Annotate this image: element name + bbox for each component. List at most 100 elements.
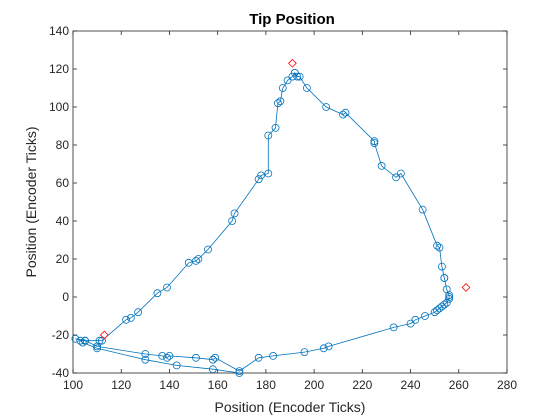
- y-tick-label: -40: [52, 366, 70, 380]
- data-point: [278, 84, 287, 92]
- data-point: [141, 350, 150, 358]
- axis-ticks: 100 120 140 160 180 200 220 240 260 280 -40 -20 0 20 4…: [49, 24, 517, 392]
- data-point: [290, 68, 299, 77]
- data-point: [442, 298, 451, 307]
- data-point: [230, 209, 239, 218]
- data-point: [322, 103, 331, 111]
- chart-title: Tip Position: [249, 11, 335, 28]
- x-tick-label: 160: [208, 378, 228, 392]
- data-point: [271, 124, 280, 132]
- data-point: [93, 342, 102, 351]
- target-point: [99, 330, 109, 340]
- data-point: [406, 319, 415, 328]
- data-point: [228, 217, 237, 225]
- x-tick-label: 200: [304, 378, 324, 392]
- data-point: [208, 365, 217, 374]
- data-point: [377, 161, 386, 170]
- y-tick-label: 40: [56, 214, 70, 228]
- x-tick-label: 180: [256, 378, 276, 392]
- y-tick-label: 140: [49, 24, 69, 38]
- data-point: [76, 336, 85, 345]
- data-point: [254, 353, 263, 362]
- data-point: [264, 131, 273, 140]
- data-point: [430, 308, 439, 317]
- data-point: [433, 306, 441, 315]
- data-point: [445, 291, 454, 300]
- data-point: [235, 367, 244, 376]
- plot-layer: [71, 58, 471, 377]
- data-point: [126, 313, 135, 322]
- x-tick-label: 100: [63, 378, 83, 392]
- data-point: [163, 353, 171, 362]
- data-point: [397, 169, 405, 178]
- data-point: [295, 72, 304, 81]
- data-point: [437, 302, 446, 311]
- x-tick-label: 120: [111, 378, 131, 392]
- data-point: [435, 243, 444, 252]
- data-point: [302, 84, 311, 92]
- data-point: [324, 342, 333, 351]
- x-tick-label: 140: [159, 378, 179, 392]
- x-tick-label: 280: [497, 378, 517, 392]
- data-point: [93, 344, 102, 353]
- data-point: [153, 289, 162, 298]
- y-tick-label: 0: [62, 290, 69, 304]
- data-point: [421, 312, 429, 320]
- data-point: [445, 293, 454, 301]
- data-point: [339, 110, 347, 119]
- data-point: [95, 336, 104, 345]
- data-point: [341, 108, 350, 117]
- target-point: [461, 283, 471, 292]
- data-point: [370, 139, 379, 148]
- data-point: [389, 323, 398, 332]
- y-axis-label: Position (Encoder Ticks): [23, 127, 39, 278]
- data-point: [208, 355, 217, 364]
- data-point: [192, 256, 200, 265]
- data-point: [437, 262, 446, 271]
- y-tick-label: 20: [56, 252, 70, 266]
- data-point: [392, 173, 400, 182]
- data-point: [235, 369, 244, 377]
- data-point: [264, 169, 273, 178]
- plot-area: [72, 30, 508, 374]
- data-point: [435, 304, 444, 313]
- data-point: [440, 274, 449, 282]
- y-tick-label: -20: [52, 328, 70, 342]
- data-point: [211, 353, 220, 362]
- data-point: [134, 308, 143, 317]
- data-point: [71, 334, 80, 343]
- data-point: [163, 283, 171, 292]
- y-tick-label: 120: [49, 62, 69, 76]
- y-tick-label: 60: [56, 176, 70, 190]
- x-tick-label: 260: [449, 378, 469, 392]
- data-point: [257, 171, 265, 180]
- data-point: [445, 294, 454, 303]
- data-point: [283, 76, 292, 85]
- y-tick-label: 100: [49, 100, 69, 114]
- data-point: [98, 336, 106, 345]
- x-tick-label: 240: [401, 378, 421, 392]
- data-point: [269, 351, 278, 360]
- data-point: [78, 338, 87, 347]
- data-point: [442, 285, 451, 294]
- data-point: [184, 258, 193, 267]
- data-point: [141, 355, 150, 364]
- data-point: [293, 72, 302, 81]
- data-point: [158, 351, 167, 360]
- x-tick-label: 220: [352, 378, 372, 392]
- data-point: [274, 99, 282, 108]
- x-axis-label: Position (Encoder Ticks): [215, 399, 366, 415]
- target-point: [288, 58, 297, 68]
- data-point: [172, 361, 181, 370]
- data-point: [433, 241, 441, 250]
- data-point: [411, 315, 420, 324]
- data-point: [254, 175, 263, 184]
- data-point: [194, 255, 203, 263]
- data-point: [81, 336, 89, 345]
- trajectory-line: [75, 72, 450, 374]
- data-point: [319, 344, 328, 353]
- data-point: [122, 315, 130, 324]
- data-point: [192, 353, 200, 362]
- data-point: [276, 97, 285, 106]
